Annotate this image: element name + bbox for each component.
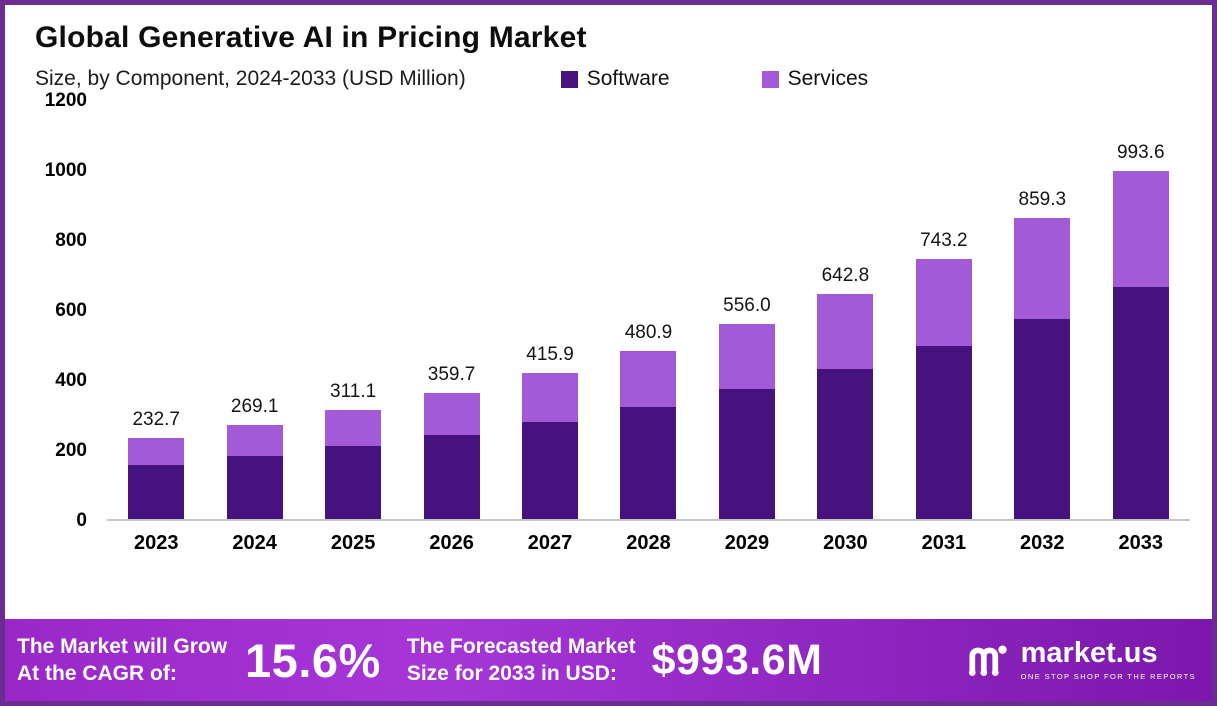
x-axis-label: 2028	[626, 532, 671, 554]
cagr-label: The Market will Grow At the CAGR of:	[17, 633, 227, 688]
forecast-label-line1: The Forecasted Market	[406, 634, 636, 658]
bar-segment-services	[423, 393, 480, 436]
bar-segment-software	[817, 369, 874, 519]
bar-total-label: 993.6	[1116, 142, 1165, 164]
bar-column: 743.2 2031	[915, 101, 972, 554]
brand-name: market.us	[1020, 637, 1158, 669]
legend-swatch-icon	[560, 70, 578, 88]
forecast-label-line2: Size for 2033 in USD:	[406, 662, 617, 685]
bar-column: 480.9 2028	[620, 101, 677, 554]
y-tick-label: 400	[55, 370, 87, 391]
bar-total-label: 232.7	[132, 408, 180, 430]
brand-tagline: ONE STOP SHOP FOR THE REPORTS	[1020, 672, 1196, 681]
y-tick-label: 600	[55, 300, 87, 321]
bar-segment-software	[325, 446, 382, 519]
forecast-value: $993.6M	[651, 635, 823, 684]
y-tick-label: 1200	[44, 90, 87, 111]
marketus-logo-icon	[965, 637, 1013, 684]
x-axis-label: 2024	[232, 532, 277, 554]
bar-column: 859.3 2032	[1014, 101, 1071, 554]
bar-column: 642.8 2030	[817, 101, 874, 554]
bar-total-label: 415.9	[526, 344, 574, 366]
cagr-label-line2: At the CAGR of:	[17, 662, 177, 685]
bar-segment-software	[423, 435, 480, 519]
x-axis-label: 2033	[1118, 532, 1164, 554]
x-axis-label: 2029	[724, 532, 770, 554]
bar-segment-software	[1014, 318, 1071, 519]
x-axis-label: 2030	[823, 532, 868, 554]
x-axis-label: 2027	[527, 532, 573, 554]
plot-area: 232.7 2023 269.1 2024 311.1 2025 359.7 2026 415.…	[107, 101, 1190, 554]
x-axis-label: 2031	[921, 532, 967, 554]
bar-segment-software	[915, 345, 972, 519]
legend-item-software: Software	[560, 67, 670, 91]
cagr-value: 15.6%	[245, 633, 381, 687]
bar-segment-software	[620, 406, 677, 519]
chart-card: Global Generative AI in Pricing Market S…	[5, 5, 1212, 619]
bar-column: 311.1 2025	[325, 101, 382, 554]
forecast-label: The Forecasted Market Size for 2033 in U…	[407, 633, 636, 688]
bar-segment-services	[128, 437, 185, 465]
bar-segment-software	[522, 421, 579, 519]
bar-segment-services	[226, 424, 283, 457]
bar-total-label: 269.1	[230, 395, 279, 417]
x-axis-label: 2026	[429, 532, 474, 554]
chart-area: 0 200 400 600 800 1000 1200 232.7 2023 269.1 2024…	[23, 90, 1194, 559]
bar-column: 232.7 2023	[128, 101, 185, 554]
bar-total-label: 311.1	[330, 381, 377, 403]
bar-total-label: 642.8	[821, 265, 870, 287]
bar-total-label: 480.9	[624, 321, 673, 343]
y-tick-label: 200	[55, 440, 87, 461]
bar-segment-services	[522, 373, 579, 422]
bar-total-label: 859.3	[1018, 189, 1067, 211]
legend-swatch-icon	[761, 70, 779, 88]
bar-column: 556.0 2029	[718, 101, 775, 554]
bar-segment-software	[128, 464, 185, 519]
bar-segment-services	[718, 324, 775, 390]
chart-subtitle: Size, by Component, 2024-2033 (USD Milli…	[35, 67, 466, 90]
chart-title: Global Generative AI in Pricing Market	[35, 21, 587, 54]
legend-label: Software	[586, 67, 670, 90]
bar-segment-services	[620, 350, 677, 407]
bar-column: 269.1 2024	[226, 101, 283, 554]
bar-total-label: 743.2	[920, 229, 968, 251]
footer-banner: The Market will Grow At the CAGR of: 15.…	[5, 619, 1212, 701]
y-tick-label: 0	[76, 510, 87, 531]
legend-item-services: Services	[761, 67, 869, 91]
bar-segment-software	[226, 456, 283, 519]
bar-column: 993.6 2033	[1112, 101, 1169, 554]
x-axis-label: 2032	[1020, 532, 1065, 554]
legend-label: Services	[787, 67, 869, 90]
cagr-label-line1: The Market will Grow	[17, 634, 228, 658]
legend: Software Services	[560, 67, 869, 91]
bar-total-label: 359.7	[427, 364, 476, 386]
bar-segment-services	[817, 294, 874, 370]
y-tick-label: 1000	[44, 160, 87, 181]
x-axis-label: 2023	[133, 532, 179, 554]
x-axis-label: 2025	[330, 532, 376, 554]
y-axis: 0 200 400 600 800 1000 1200	[23, 90, 101, 531]
bar-segment-services	[1112, 171, 1169, 288]
y-tick-label: 800	[55, 230, 87, 251]
bar-segment-software	[1112, 287, 1169, 519]
brand: market.us ONE STOP SHOP FOR THE REPORTS	[965, 637, 1196, 684]
subtitle-row: Size, by Component, 2024-2033 (USD Milli…	[35, 67, 1202, 91]
bar-segment-software	[718, 389, 775, 519]
bar-segment-services	[325, 410, 382, 447]
brand-text: market.us ONE STOP SHOP FOR THE REPORTS	[1020, 637, 1196, 682]
bar-column: 415.9 2027	[522, 101, 579, 554]
bar-segment-services	[1014, 218, 1071, 319]
bar-total-label: 556.0	[723, 295, 771, 317]
bar-column: 359.7 2026	[423, 101, 480, 554]
bar-segment-services	[915, 258, 972, 346]
